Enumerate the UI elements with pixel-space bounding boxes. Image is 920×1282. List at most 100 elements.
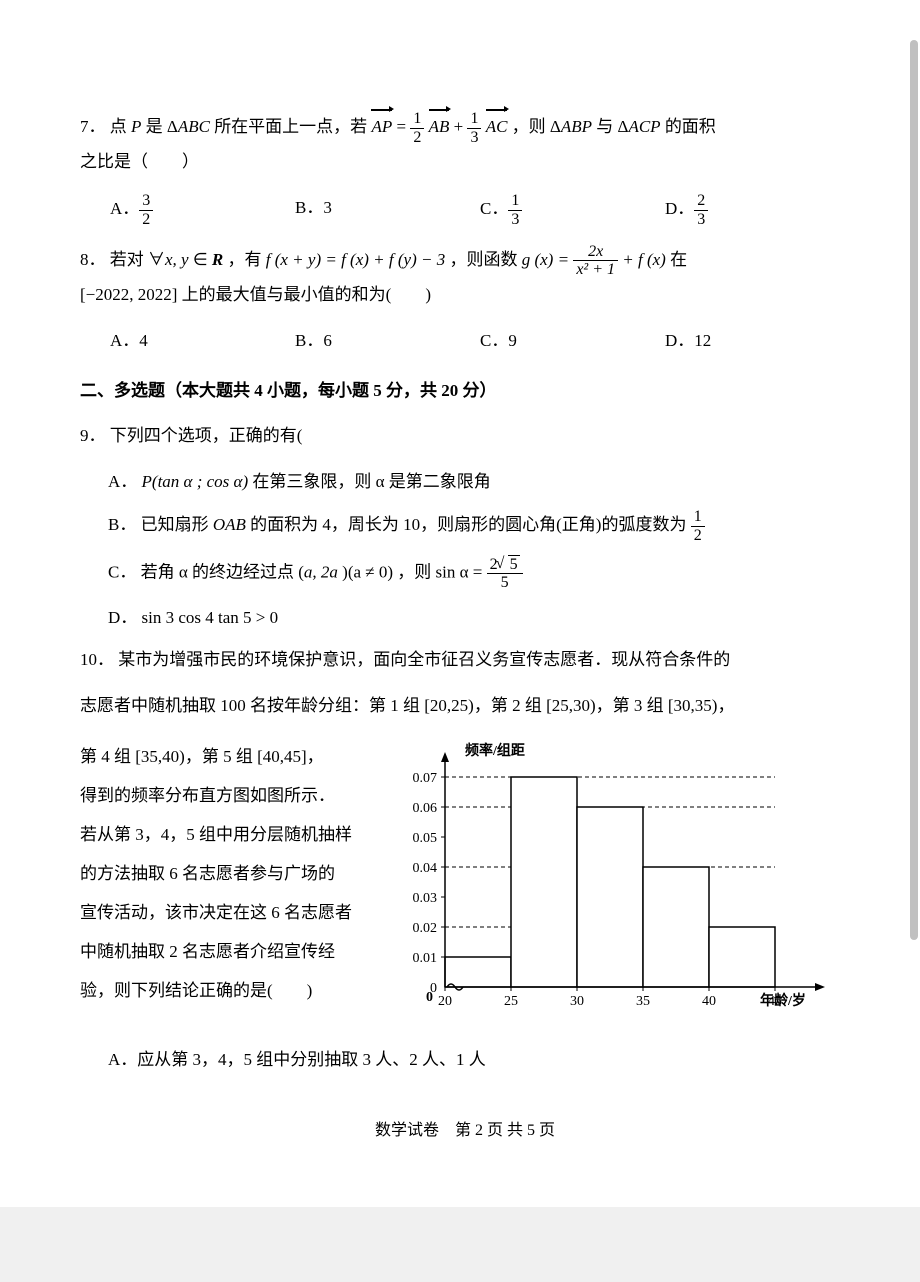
page-footer: 数学试卷 第 2 页 共 5 页: [80, 1116, 850, 1146]
q7-opt-B: B．3: [295, 192, 480, 228]
vec-AC: AC: [486, 111, 508, 143]
q8-eq1: f (x + y) = f (x) + f (y) − 3: [266, 250, 445, 269]
q9B-text2: 的面积为 4，周长为 10，则扇形的圆心角(正角)的弧度数为: [250, 515, 691, 534]
q9-opt-C: C． 若角 α 的终边经过点 (a, 2a )(a ≠ 0) ，则 sin α …: [108, 555, 850, 592]
q7-text: ，则 Δ: [512, 117, 561, 136]
q7-ABP: ABP: [561, 117, 592, 136]
q9C-text2: )(a ≠ 0) ，则 sin α =: [342, 562, 486, 581]
svg-text:0.06: 0.06: [413, 801, 438, 816]
q9B-frac: 12: [691, 508, 705, 544]
question-8: 8． 若对 ∀x, y ∈ R ，有 f (x + y) = f (x) + f…: [80, 243, 850, 311]
q8-text: 在: [670, 250, 687, 269]
q9B-OAB: OAB: [213, 515, 246, 534]
q10-l6: 中随机抽取 2 名志愿者介绍宣传经: [80, 932, 380, 971]
q7-ABC: ABC: [178, 117, 210, 136]
q9C-frac: 25 5: [487, 555, 523, 592]
svg-text:0.01: 0.01: [413, 951, 438, 966]
q9C-point: a, 2a: [304, 562, 338, 581]
page-content: 7． 点 P 是 ΔABC 所在平面上一点，若 AP = 12 AB + 13 …: [0, 0, 920, 1207]
svg-text:0.02: 0.02: [413, 921, 438, 936]
q8-xy: x, y: [165, 250, 189, 269]
question-7: 7． 点 P 是 ΔABC 所在平面上一点，若 AP = 12 AB + 13 …: [80, 110, 850, 178]
svg-text:35: 35: [636, 994, 650, 1009]
q8-interval: [−2022, 2022]: [80, 285, 177, 304]
q7-text: 点: [110, 117, 131, 136]
svg-text:25: 25: [504, 994, 518, 1009]
q8-line2: [−2022, 2022] 上的最大值与最小值的和为( ): [80, 279, 850, 311]
q9-number: 9．: [80, 426, 106, 445]
q7-ACP: ACP: [628, 117, 660, 136]
q10-l7: 验，则下列结论正确的是( ): [80, 971, 380, 1010]
q10-left-text: 第 4 组 [35,40)，第 5 组 [40,45]， 得到的频率分布直方图如…: [80, 737, 380, 1011]
q8-fx: + f (x): [622, 250, 666, 269]
q10-l3: 若从第 3，4，5 组中用分层随机抽样: [80, 815, 380, 854]
q8-text: ，有: [228, 250, 266, 269]
q8-number: 8．: [80, 250, 106, 269]
frac-1-3: 13: [467, 110, 481, 146]
q8-opt-C: C．9: [480, 325, 665, 357]
q10-t1: 某市为增强市民的环境保护意识，面向全市征召义务宣传志愿者．现从符合条件的: [118, 650, 730, 669]
q8-text: ∈: [193, 250, 212, 269]
svg-text:频率/组距: 频率/组距: [465, 742, 525, 759]
q7-text: 与 Δ: [596, 117, 628, 136]
q10-l5: 宣传活动，该市决定在这 6 名志愿者: [80, 893, 380, 932]
q9-opt-A: A． P(tan α ; cos α) 在第三象限，则 α 是第二象限角: [108, 466, 850, 498]
svg-text:年龄/岁: 年龄/岁: [760, 992, 806, 1009]
q7-number: 7．: [80, 117, 106, 136]
vec-AB: AB: [429, 111, 450, 143]
q9-opt-D: D． sin 3 cos 4 tan 5 > 0: [108, 602, 850, 634]
q7-plus: +: [454, 117, 468, 136]
q7-text: 所在平面上一点，若: [214, 117, 371, 136]
q9-opt-B: B． 已知扇形 OAB 的面积为 4，周长为 10，则扇形的圆心角(正角)的弧度…: [108, 508, 850, 544]
q7-opt-C: C．13: [480, 192, 665, 228]
svg-text:0.07: 0.07: [413, 771, 438, 786]
question-9: 9． 下列四个选项，正确的有(: [80, 420, 850, 452]
q10-line2: 志愿者中随机抽取 100 名按年龄分组：第 1 组 [20,25)，第 2 组 …: [80, 690, 850, 722]
q7-text: 的面积: [665, 117, 716, 136]
q9B-text: 已知扇形: [141, 515, 213, 534]
q8-opt-A: A．4: [110, 325, 295, 357]
q10-opt-A: A．应从第 3，4，5 组中分别抽取 3 人、2 人、1 人: [108, 1044, 850, 1076]
q10-row: 第 4 组 [35,40)，第 5 组 [40,45]， 得到的频率分布直方图如…: [80, 737, 850, 1028]
q8-opt-B: B．6: [295, 325, 480, 357]
q8-tail: 上的最大值与最小值的和为( ): [182, 285, 431, 304]
frac-1-2: 12: [410, 110, 424, 146]
q10-l4: 的方法抽取 6 名志愿者参与广场的: [80, 854, 380, 893]
svg-text:40: 40: [702, 994, 716, 1009]
svg-text:30: 30: [570, 994, 584, 1009]
svg-text:0.05: 0.05: [413, 831, 438, 846]
q10-number: 10．: [80, 650, 114, 669]
q9A-expr: P(tan α ; cos α): [142, 472, 249, 491]
scrollbar[interactable]: [910, 40, 918, 940]
q7-text: 是 Δ: [146, 117, 178, 136]
histogram-svg: 00.010.020.030.040.050.060.0720253035404…: [390, 737, 830, 1017]
q8-frac: 2xx² + 1: [573, 243, 618, 279]
opt-label: D．: [108, 608, 137, 627]
q9A-text: 在第三象限，则 α 是第二象限角: [252, 472, 490, 491]
q7-eq: =: [396, 117, 410, 136]
q8-options: A．4 B．6 C．9 D．12: [110, 325, 850, 357]
q9-text: 下列四个选项，正确的有(: [110, 426, 303, 445]
q7-tail: 之比是（ ）: [80, 146, 850, 178]
question-10: 10． 某市为增强市民的环境保护意识，面向全市征召义务宣传志愿者．现从符合条件的: [80, 644, 850, 676]
q7-opt-D: D．23: [665, 192, 850, 228]
q8-opt-D: D．12: [665, 325, 850, 357]
opt-label: B．: [108, 515, 136, 534]
svg-text:0.04: 0.04: [413, 861, 438, 876]
q8-text: 若对 ∀: [110, 250, 165, 269]
svg-text:20: 20: [438, 994, 452, 1009]
q7-opt-A: A．32: [110, 192, 295, 228]
opt-label: C．: [108, 562, 136, 581]
opt-label: A．: [108, 472, 137, 491]
q8-R: R: [212, 250, 223, 269]
q7-options: A．32 B．3 C．13 D．23: [110, 192, 850, 228]
q9C-text: 若角 α 的终边经过点 (: [141, 562, 304, 581]
svg-text:0: 0: [426, 990, 433, 1005]
q8-g: g (x) =: [522, 250, 574, 269]
page-container: 7． 点 P 是 ΔABC 所在平面上一点，若 AP = 12 AB + 13 …: [0, 0, 920, 1207]
section-2-title: 二、多选题（本大题共 4 小题，每小题 5 分，共 20 分）: [80, 375, 850, 407]
vec-AP: AP: [371, 111, 392, 143]
q7-P: P: [131, 117, 141, 136]
q10-l2: 得到的频率分布直方图如图所示．: [80, 776, 380, 815]
svg-text:0.03: 0.03: [413, 891, 438, 906]
